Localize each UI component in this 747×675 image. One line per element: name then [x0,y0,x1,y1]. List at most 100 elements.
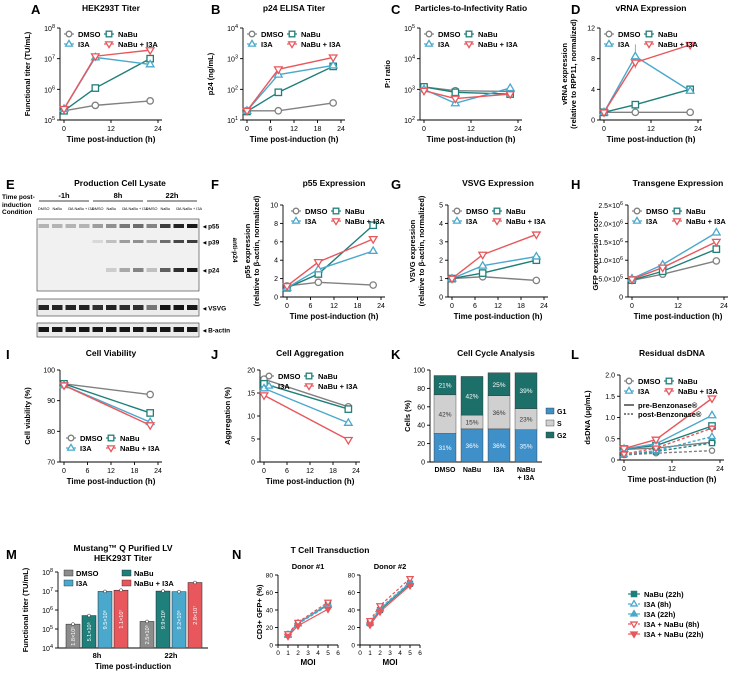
x-tick-label: 0 [622,466,626,473]
data-point [91,101,100,110]
data-point [619,451,629,459]
band-p55 [92,224,103,228]
data-point [369,281,378,289]
x-tick-label: 1 [368,650,372,657]
y-tick-label: 105 [42,625,53,634]
legend-marker [106,445,116,453]
data-point [657,264,668,273]
legend-marker [630,590,638,598]
x-tick-label: 0 [245,126,249,133]
y-axis-label: VSVG expression [408,219,417,282]
donor-label: Donor #1 [292,562,325,571]
band-p39 [92,240,103,243]
y-tick-label: 6 [274,239,278,246]
band-actin [133,327,144,332]
x-axis-label: MOI [300,658,315,667]
x-tick-label: 6 [418,650,422,657]
x-tick-label: 0 [62,468,66,475]
band-label: ◂ B-actin [202,328,230,335]
lane-label: NaBu [161,207,171,211]
lane-label: I3A [68,207,74,211]
legend-swatch [545,419,555,427]
x-tick-label: 12 [494,303,502,310]
series-line [263,394,349,441]
data-point [282,282,292,292]
legend-marker [665,377,673,385]
panel-letter: D [571,2,580,17]
y-tick-label: 10 [247,414,255,421]
row-label: Condition [2,209,32,216]
legend-label: NaBu + I3A [301,40,341,49]
data-point [711,227,722,236]
series-line [451,233,537,280]
y-tick-label: 20 [417,441,425,448]
x-tick-label: 1 [286,650,290,657]
panel-letter: A [31,2,41,17]
x-tick-label: 24 [716,466,724,473]
y-tick-label: 2.5×106 [598,201,623,210]
data-point [707,410,717,419]
band-p24 [52,268,63,272]
legend-label: I3A [438,40,450,49]
legend-marker [629,599,639,607]
band-vsvg [160,305,171,310]
data-point [368,245,379,255]
x-tick-label: 6 [336,650,340,657]
y-axis-label: CD3+ GFP+ (%) [255,584,264,640]
x-tick-label: 5 [408,650,412,657]
data-label: 39% [519,388,532,395]
legend-marker [107,434,115,442]
legend-label: I3A [305,217,317,226]
band-actin [92,327,103,332]
panel-title: Production Cell Lysate [74,178,166,188]
x-tick-label: NaBu [517,467,535,474]
legend-label: NaBu [345,207,365,216]
data-point [90,53,101,62]
panel-title: Residual dsDNA [639,348,705,358]
band-actin [79,327,90,332]
band-vsvg [173,305,184,310]
band-p24 [119,268,130,272]
y-tick-label: 100 [43,368,55,375]
x-tick-label: 0 [262,468,266,475]
band-actin [65,327,76,332]
lane-label: DMSO [146,207,157,211]
bar-point [103,589,107,594]
data-point [631,108,640,117]
data-point [145,47,156,56]
panel-letter: C [391,2,401,17]
series-line [603,44,691,113]
legend-label: DMSO [466,207,489,216]
data-point [283,633,293,641]
data-point [686,108,695,117]
series-line [263,387,349,424]
legend-marker [264,381,274,389]
band-p24 [146,268,157,272]
y-tick-label: 104 [404,55,415,64]
x-tick-label: NaBu [463,467,481,474]
legend-label: NaBu + I3A [118,40,158,49]
x-tick-label: 0 [630,303,634,310]
series-line [63,384,151,426]
panel-c: C Particles-to-Infectivity Ratio 102 103 104… [383,2,527,144]
legend-marker [493,207,501,215]
band-p55 [160,224,171,228]
legend-label: NaBu + I3A [658,40,698,49]
y-tick-label: 2 [274,276,278,283]
data-point [59,105,69,115]
legend-marker [664,388,674,396]
y-tick-label: 3 [439,239,443,246]
data-point [273,66,284,75]
band-actin [173,327,184,332]
series-line [263,383,349,410]
legend-label: I3A (22h) [644,610,676,619]
x-tick-label: 6 [86,468,90,475]
y-tick-label: 1.0×106 [598,256,623,265]
band-p55 [65,224,76,228]
legend-marker [305,372,313,380]
row-label: induction [2,202,31,209]
y-tick-label: 0 [351,643,355,650]
y-tick-label: 103 [404,85,415,94]
